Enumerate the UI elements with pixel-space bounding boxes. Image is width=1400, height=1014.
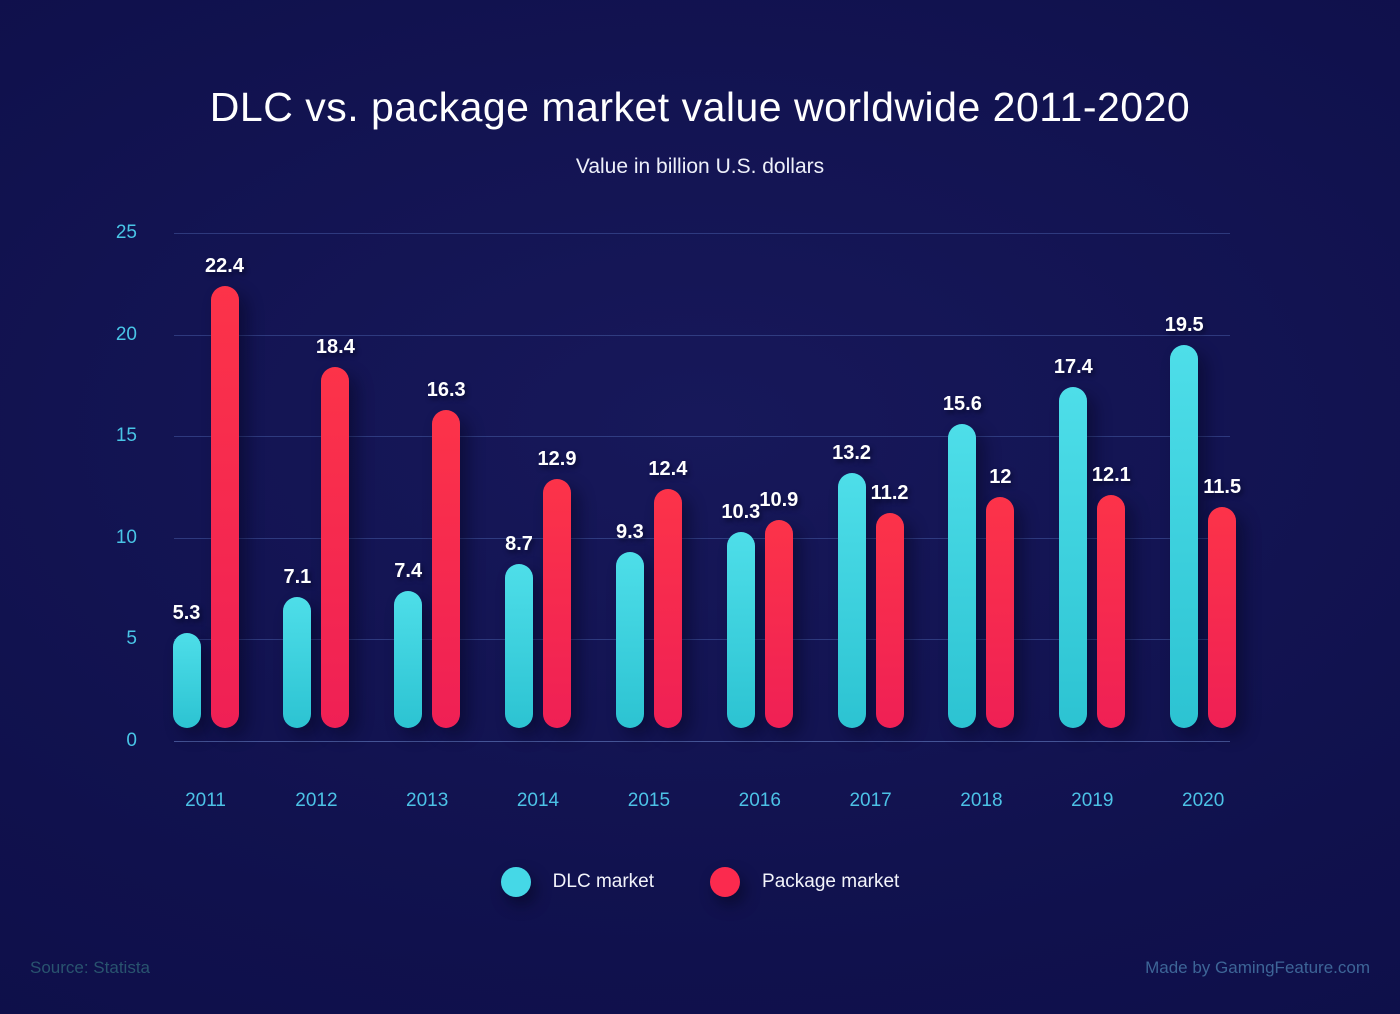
bar-value-label: 13.2: [832, 441, 872, 464]
bar-package-2015: [653, 489, 682, 728]
chart-subtitle: Value in billion U.S. dollars: [575, 155, 825, 178]
y-axis-label: 25: [115, 222, 137, 243]
bar-package-2018: [986, 497, 1015, 728]
x-axis-label: 2017: [849, 790, 892, 811]
chart-title: DLC vs. package market value worldwide 2…: [209, 84, 1191, 130]
bar-package-2016: [764, 519, 793, 728]
gridline: [174, 537, 1230, 539]
gridline: [174, 334, 1230, 336]
bar-dlc-2020: [1170, 344, 1199, 728]
legend-item-dlc-market: DLC market: [500, 867, 655, 897]
bar-dlc-2013: [394, 590, 423, 728]
bar-dlc-2012: [283, 596, 312, 728]
x-axis-label: 2019: [1071, 790, 1114, 811]
bar-dlc-2018: [948, 424, 977, 728]
bar-value-label: 12.1: [1091, 464, 1131, 487]
maker-credit: Made by GamingFeature.com: [1145, 958, 1370, 977]
bar-package-2011: [210, 285, 239, 728]
bar-value-label: 7.4: [394, 559, 423, 582]
bar-value-label: 22.4: [205, 254, 244, 277]
x-axis-label: 2013: [406, 790, 449, 811]
bar-value-label: 11.2: [870, 482, 909, 505]
bar-value-label: 15.6: [942, 393, 982, 415]
bar-value-label: 10.3: [721, 500, 761, 523]
bar-dlc-2011: [172, 633, 201, 728]
x-axis-label: 2012: [295, 790, 338, 811]
bar-value-label: 9.3: [615, 521, 644, 543]
bar-value-label: 17.4: [1053, 356, 1093, 379]
y-axis-label: 15: [115, 425, 137, 447]
bar-package-2019: [1097, 495, 1126, 728]
y-axis-label: 0: [126, 730, 137, 751]
legend: DLC market Package market: [0, 867, 1400, 897]
y-axis-label: 10: [115, 526, 137, 548]
x-axis-label: 2020: [1182, 790, 1225, 811]
bar-package-2017: [875, 513, 904, 728]
bar-package-2012: [321, 367, 350, 728]
bar-value-label: 5.3: [172, 602, 201, 625]
x-axis-label: 2011: [185, 790, 226, 811]
bar-value-label: 12.9: [537, 447, 577, 470]
legend-label-dlc-market: DLC market: [552, 871, 655, 892]
legend-item-package-market: Package market: [710, 867, 899, 897]
bar-value-label: 19.5: [1164, 313, 1204, 336]
x-axis-label: 2015: [627, 790, 671, 811]
source-credit: Source: Statista: [30, 958, 151, 977]
dlc-market-swatch-icon: [500, 867, 531, 897]
legend-label-package-market: Package market: [762, 871, 900, 892]
bar-value-label: 8.7: [505, 533, 533, 556]
bar-value-label: 10.9: [759, 488, 799, 511]
bar-value-label: 12: [989, 466, 1012, 489]
y-axis-label: 20: [115, 323, 137, 345]
bar-package-2014: [543, 478, 571, 728]
bar-value-label: 7.1: [283, 565, 312, 588]
x-axis-label: 2018: [960, 790, 1003, 811]
bar-dlc-2016: [726, 531, 755, 728]
gridline: [174, 639, 1230, 641]
bar-value-label: 18.4: [315, 336, 355, 359]
gridline: [174, 741, 1230, 742]
bar-dlc-2017: [837, 472, 866, 728]
x-axis-label: 2016: [738, 790, 781, 811]
gridline: [174, 436, 1230, 438]
bar-package-2013: [432, 409, 461, 728]
bar-value-label: 16.3: [426, 378, 466, 401]
bar-dlc-2014: [505, 564, 533, 728]
bar-value-label: 11.5: [1203, 476, 1242, 499]
y-axis-label: 5: [126, 628, 137, 650]
package-market-swatch-icon: [710, 867, 741, 897]
gridline: [174, 233, 1230, 234]
bar-dlc-2019: [1059, 387, 1088, 728]
x-axis-label: 2014: [516, 790, 560, 811]
bar-dlc-2015: [615, 552, 644, 728]
bar-package-2020: [1208, 507, 1237, 728]
bar-value-label: 12.4: [648, 458, 688, 480]
